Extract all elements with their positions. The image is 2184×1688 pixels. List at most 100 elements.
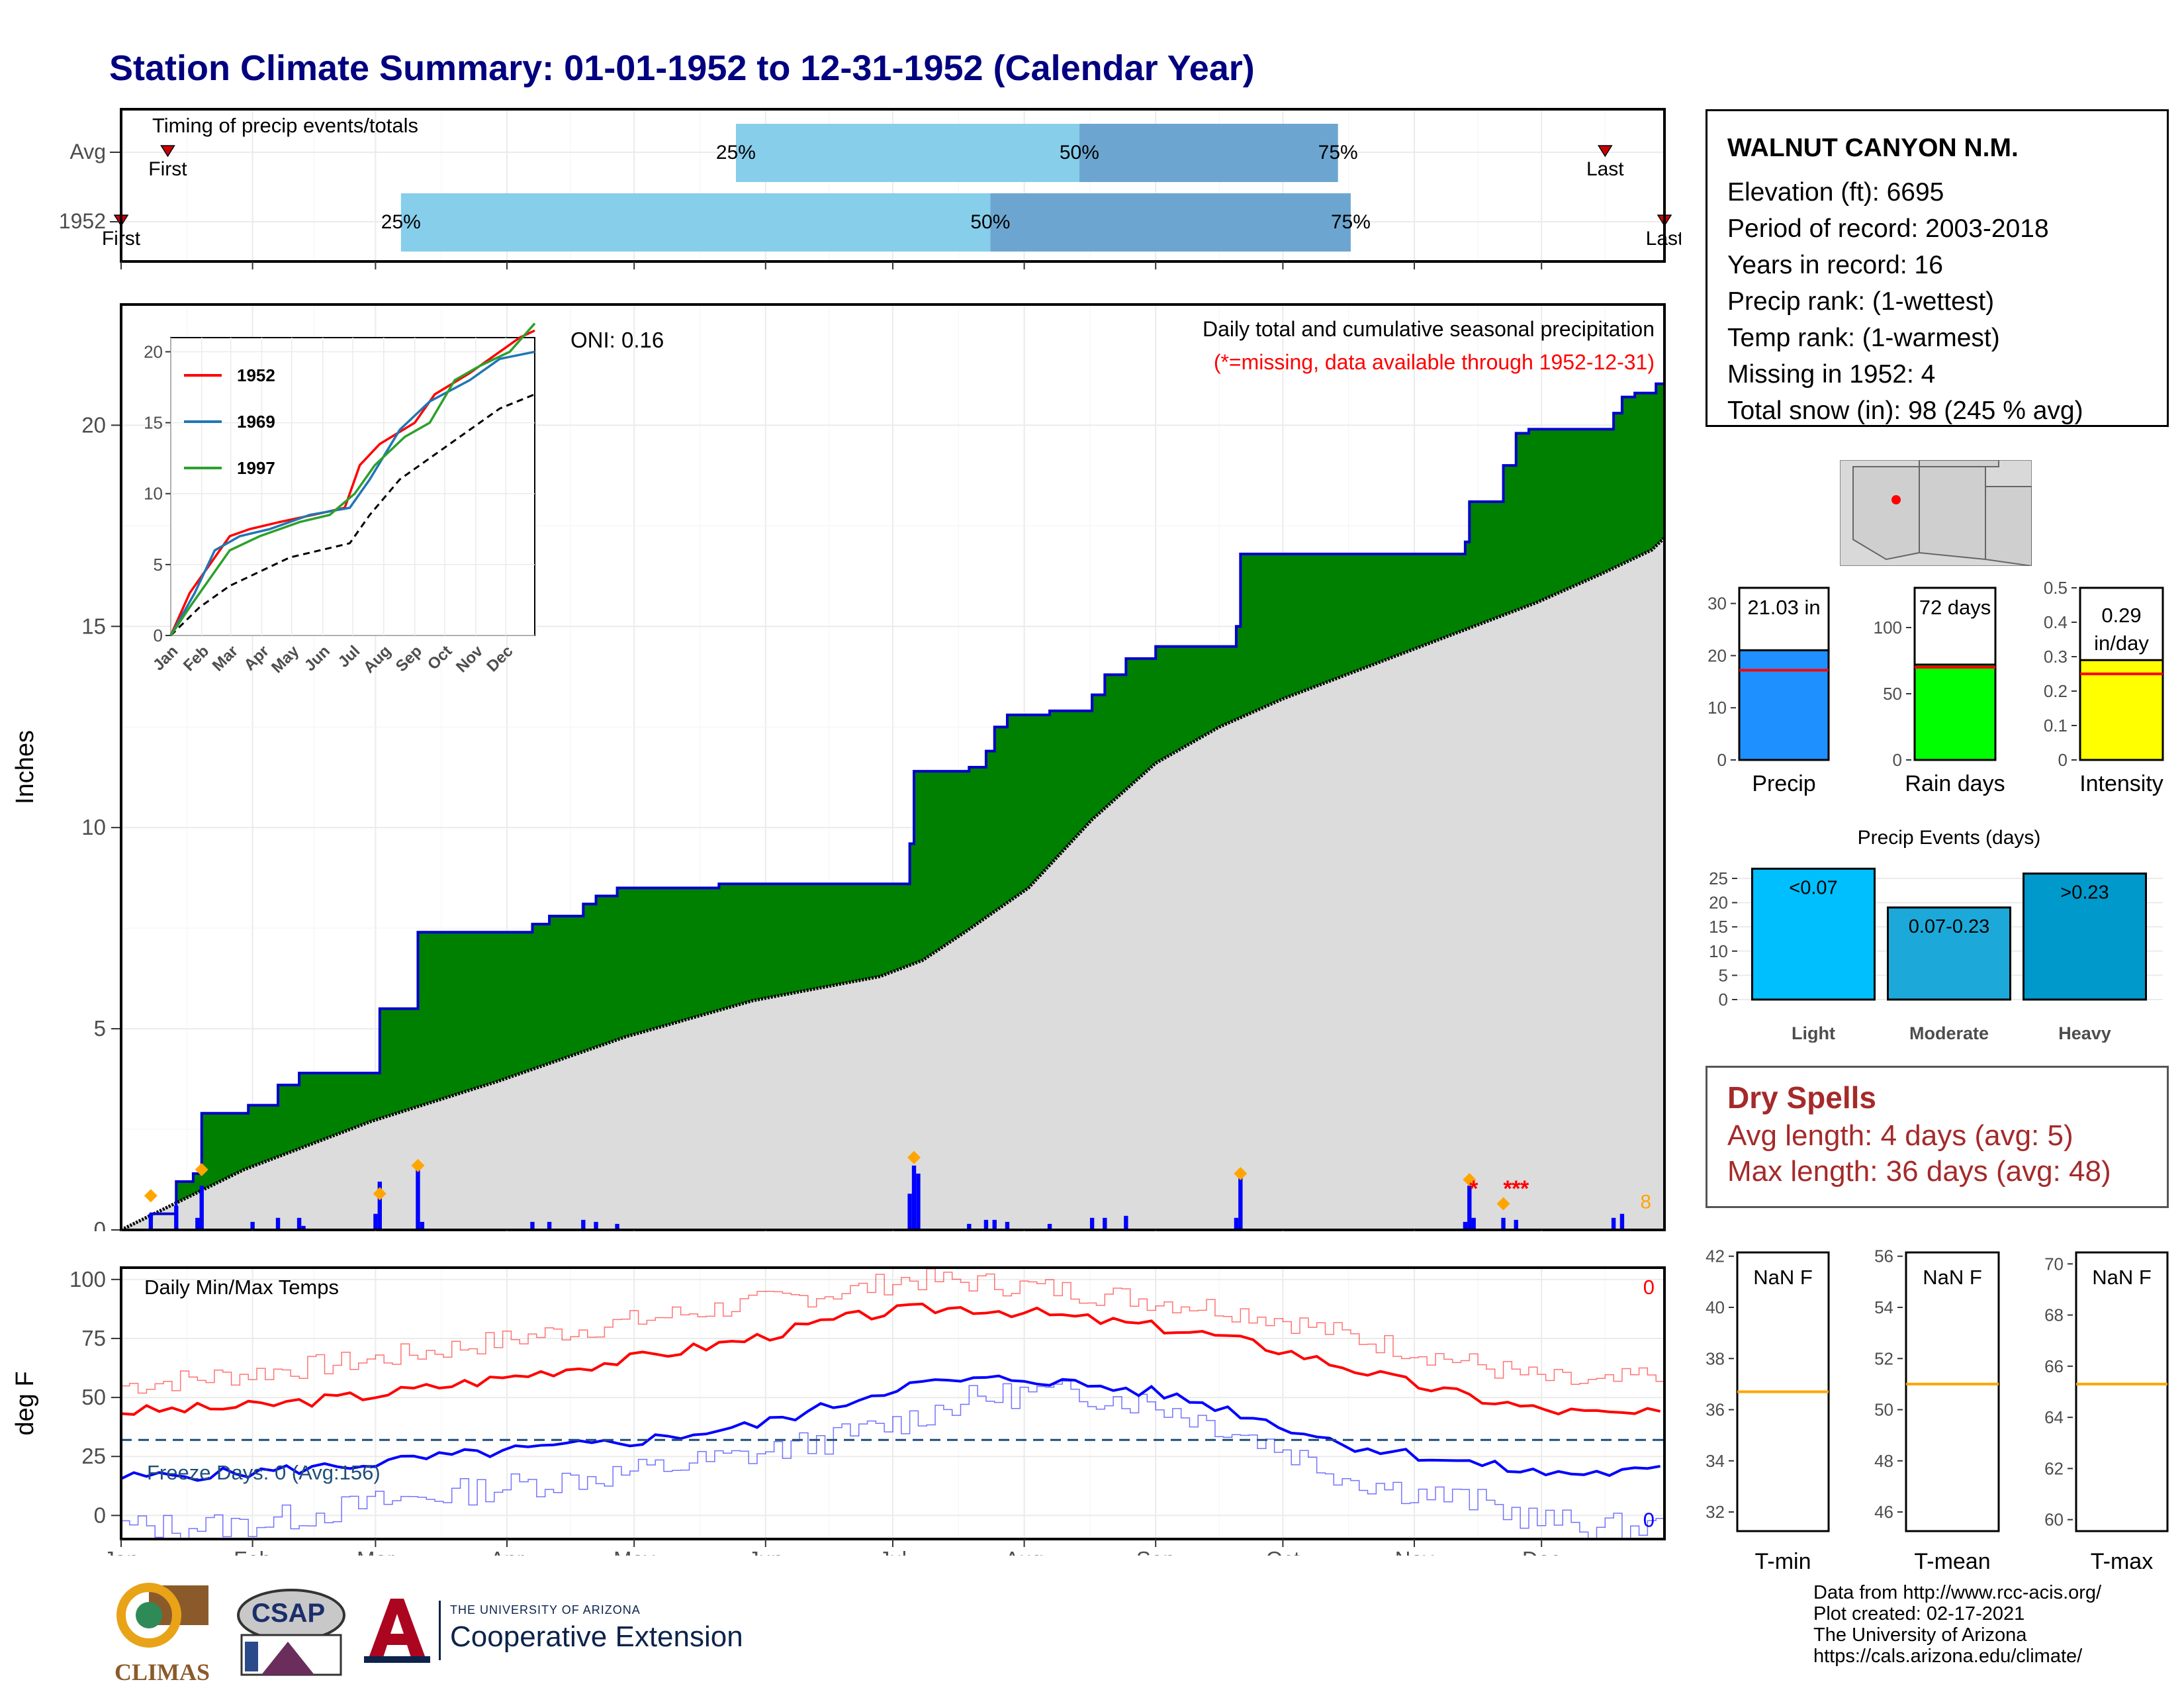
- extreme-event-marker: [907, 1150, 921, 1164]
- precip-y-tick-label: 10: [81, 815, 106, 839]
- tsum-y-tick-label: 48: [1874, 1451, 1893, 1471]
- tsum-x-label: T-mean: [1914, 1549, 1990, 1574]
- daily-precip-bar: [1103, 1217, 1107, 1230]
- tsum-y-tick-label: 70: [2044, 1254, 2064, 1274]
- page-title: Station Climate Summary: 01-01-1952 to 1…: [109, 48, 1255, 88]
- daily-precip-bar: [275, 1217, 281, 1230]
- summary-y-tick-label: 0: [1717, 750, 1727, 770]
- daily-precip-bar: [1619, 1213, 1625, 1230]
- daily-precip-bar: [1047, 1223, 1052, 1230]
- month-label: Dec: [1522, 1547, 1561, 1556]
- daily-precip-bar: [250, 1221, 255, 1230]
- daily-precip-bar: [199, 1186, 204, 1230]
- temp-y-tick-label: 50: [81, 1385, 106, 1409]
- cumulative-1952-line: [121, 382, 1664, 1231]
- month-label: Jan: [103, 1547, 138, 1556]
- footer-university: The University of Arizona: [1813, 1624, 2027, 1646]
- daily-precip-bar: [148, 1213, 154, 1230]
- csap-logo: CSAP: [228, 1585, 347, 1685]
- month-label: Jun: [748, 1547, 783, 1556]
- dry-spells-max: Max length: 36 days (avg: 48): [1727, 1155, 2111, 1188]
- month-label: Apr: [490, 1547, 523, 1556]
- summary-value-unit: in/day: [2094, 632, 2149, 655]
- daily-precip-bar: [907, 1194, 912, 1230]
- daily-precip-bar: [916, 1173, 921, 1230]
- tsum-y-tick-label: 34: [1706, 1451, 1725, 1471]
- station-location-dot: [1891, 495, 1901, 504]
- tsum-y-tick-label: 40: [1706, 1297, 1725, 1317]
- missing-day-marker: *: [1512, 1176, 1521, 1201]
- summary-bar-rain-days: [1913, 663, 1997, 761]
- inset-y-tick-label: 10: [144, 484, 163, 504]
- station-name: WALNUT CANYON N.M.: [1727, 134, 2019, 162]
- inset-series-line-1997: [169, 322, 536, 636]
- precip-y-tick-label: 0: [94, 1217, 106, 1231]
- station-info-box: WALNUT CANYON N.M. Elevation (ft): 6695 …: [1706, 109, 2169, 427]
- month-label: Aug: [1005, 1547, 1044, 1556]
- daily-precip-bar: [1234, 1217, 1239, 1230]
- events-bar-moderate: [1887, 906, 2011, 1001]
- daily-precip-bar: [581, 1219, 586, 1230]
- extreme-event-marker: [411, 1158, 425, 1172]
- precip-y-tick-label: 20: [81, 412, 106, 437]
- daily-precip-bar: [967, 1223, 972, 1230]
- timing-label-25: 25%: [381, 211, 421, 233]
- map-state-az: [1852, 466, 1920, 561]
- tsum-y-tick-label: 42: [1706, 1246, 1725, 1266]
- events-range-label: <0.07: [1789, 877, 1837, 898]
- summary-y-tick-label: 100: [1874, 618, 1902, 637]
- daily-precip-bar: [416, 1169, 420, 1230]
- temp-chart: 0 25 50 75 100 deg F Freeze Days: 0 (Avg:156) D…: [11, 1266, 1666, 1556]
- timing-label-25: 25%: [716, 142, 756, 164]
- dry-spells-title: Dry Spells: [1727, 1080, 1876, 1115]
- summary-y-tick-label: 0.1: [2044, 716, 2068, 735]
- climas-logo-mark: [116, 1583, 208, 1648]
- missing-day-marker: *: [1503, 1176, 1512, 1201]
- missing-count-label: 8: [1640, 1191, 1651, 1213]
- extreme-event-marker: [373, 1187, 387, 1201]
- daily-precip-bar: [547, 1221, 552, 1230]
- summary-y-tick-label: 0: [1893, 750, 1902, 770]
- timing-label-50: 50%: [970, 211, 1010, 233]
- tsum-y-tick-label: 62: [2044, 1458, 2064, 1478]
- tsum-y-tick-label: 36: [1706, 1400, 1725, 1420]
- tsum-y-tick-label: 54: [1874, 1297, 1893, 1317]
- first-event-marker: [160, 145, 175, 158]
- temp-y-axis-label: deg F: [11, 1371, 39, 1435]
- daily-precip-bar: [1005, 1221, 1010, 1230]
- daily-precip-bar: [301, 1225, 306, 1230]
- tsum-y-tick-label: 50: [1874, 1400, 1893, 1420]
- missing-day-marker: *: [1520, 1176, 1529, 1201]
- timing-label-75: 75%: [1318, 142, 1358, 164]
- footer-data-source: Data from http://www.rcc-acis.org/: [1813, 1582, 2102, 1603]
- timing-bar-q50-q75: [990, 193, 1351, 252]
- month-label: Jul: [879, 1547, 907, 1556]
- daily-precip-bar: [992, 1219, 997, 1230]
- dry-spells-avg: Avg length: 4 days (avg: 5): [1727, 1119, 2073, 1152]
- first-event-label: First: [148, 158, 187, 180]
- daily-precip-bar: [174, 1205, 179, 1230]
- events-category-label: Light: [1792, 1023, 1835, 1043]
- footer-url: https://cals.arizona.edu/climate/: [1813, 1646, 2083, 1667]
- summary-y-tick-label: 50: [1883, 684, 1902, 704]
- average-cumulative-area: [121, 538, 1664, 1231]
- dry-spells-box: Dry Spells Avg length: 4 days (avg: 5) M…: [1706, 1066, 2169, 1208]
- freeze-days-label: Freeze Days: 0 (Avg:156): [147, 1461, 381, 1484]
- month-label: May: [614, 1547, 655, 1556]
- extreme-event-marker: [144, 1189, 158, 1203]
- footer-plot-created: Plot created: 02-17-2021: [1813, 1603, 2025, 1624]
- cumulative-surplus-area: [121, 383, 1664, 1231]
- events-y-tick-label: 15: [1709, 917, 1728, 937]
- summary-bar-precip: [1738, 649, 1830, 761]
- record-max-temp-line: [121, 1268, 1665, 1394]
- daily-precip-bar: [420, 1221, 425, 1230]
- daily-precip-bar: [1124, 1215, 1128, 1230]
- summary-y-tick-label: 30: [1707, 594, 1727, 614]
- inset-legend-label: 1969: [237, 412, 275, 432]
- timing-row-label: 1952: [59, 209, 106, 233]
- summary-bars: 0 10 20 30 21.03 in Precip 0 50 100 72 days Rain d…: [1707, 578, 2164, 796]
- station-temp-rank: Temp rank: (1-warmest): [1727, 324, 2000, 352]
- summary-y-tick-label: 0.5: [2044, 578, 2068, 598]
